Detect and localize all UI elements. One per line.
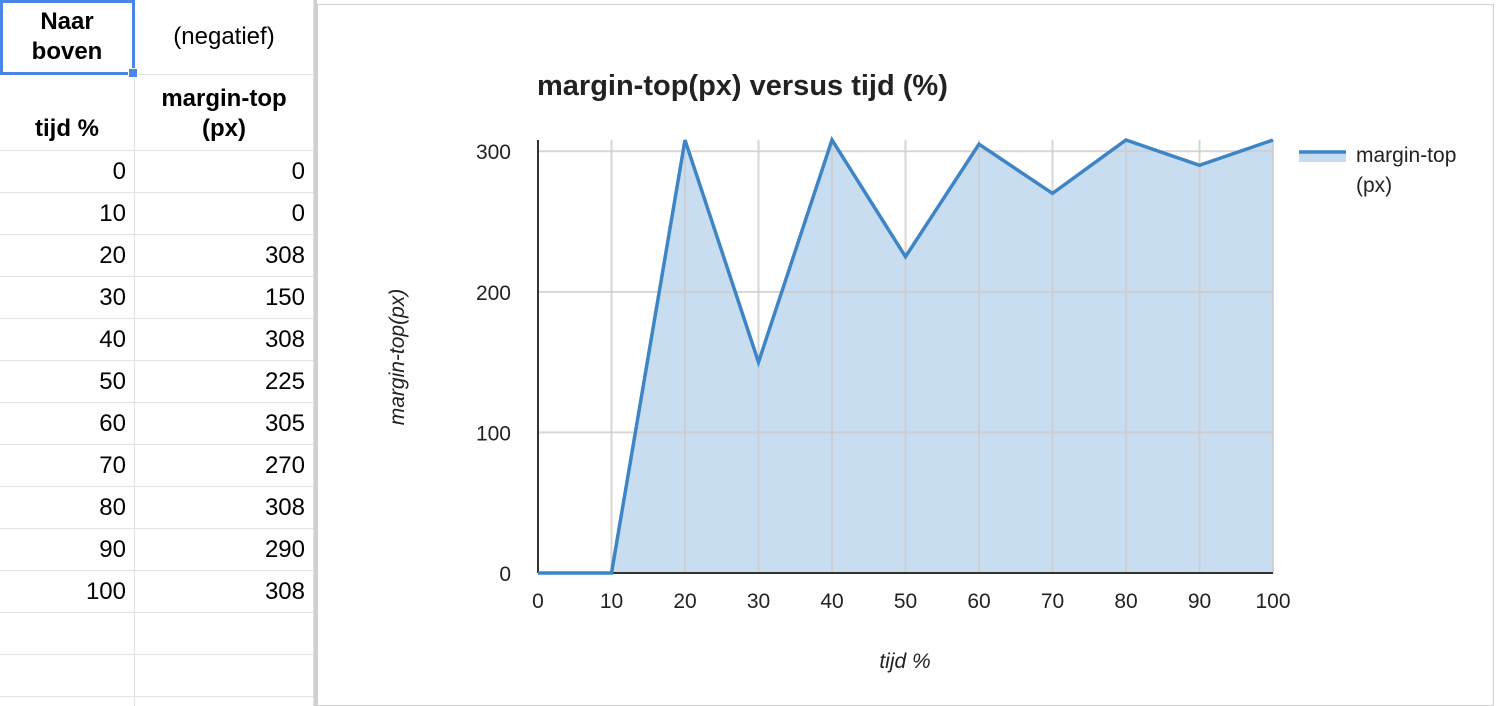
cell-a1[interactable]: Naar boven (0, 0, 135, 75)
x-tick-label: 90 (1188, 590, 1211, 613)
data-point (977, 142, 981, 146)
table-row-tijd-cell[interactable]: 100 (0, 571, 135, 613)
cell-b2-text: margin-top (px) (161, 85, 287, 142)
table-row-tijd-cell[interactable]: 40 (0, 319, 135, 361)
x-tick-label: 40 (820, 590, 843, 613)
cell-b1-text: (negatief) (173, 23, 275, 50)
x-axis-title: tijd % (879, 650, 930, 673)
table-row-margin-cell[interactable]: 305 (135, 403, 314, 445)
table-row-margin-cell[interactable]: 225 (135, 361, 314, 403)
legend-label: margin-top (px) (1356, 144, 1457, 197)
cell-b1[interactable]: (negatief) (135, 0, 314, 75)
data-point (830, 138, 834, 142)
table-row-margin-cell[interactable]: 150 (135, 277, 314, 319)
table-row-tijd-cell[interactable]: 80 (0, 487, 135, 529)
chart-title: margin-top(px) versus tijd (%) (537, 70, 948, 102)
empty-cell[interactable] (0, 613, 135, 655)
table-row-tijd-cell[interactable]: 60 (0, 403, 135, 445)
x-tick-label: 30 (747, 590, 770, 613)
table-row-margin-cell[interactable]: 0 (135, 151, 314, 193)
data-point (1051, 191, 1055, 195)
table-row-margin-cell[interactable]: 308 (135, 235, 314, 277)
data-point (536, 571, 540, 575)
empty-cell[interactable] (0, 697, 135, 706)
table-row-tijd-cell[interactable]: 0 (0, 151, 135, 193)
column-divider (314, 0, 317, 706)
data-point (1198, 163, 1202, 167)
data-point (1271, 138, 1275, 142)
y-axis-title: margin-top(px) (386, 289, 409, 426)
x-tick-label: 70 (1041, 590, 1064, 613)
table-row-tijd-cell[interactable]: 70 (0, 445, 135, 487)
y-tick-label: 300 (476, 141, 511, 164)
table-row-tijd-cell[interactable]: 10 (0, 193, 135, 235)
table-row-tijd-cell[interactable]: 30 (0, 277, 135, 319)
series-line (538, 135, 1274, 575)
data-point (610, 571, 614, 575)
x-tick-label: 20 (673, 590, 696, 613)
cell-b2[interactable]: margin-top (px) (135, 75, 314, 151)
data-point (904, 255, 908, 259)
x-tick-label: 100 (1255, 590, 1290, 613)
spreadsheet-grid: Naar boven (negatief) tijd % margin-top … (0, 0, 314, 706)
empty-cell[interactable] (0, 655, 135, 697)
table-row-tijd-cell[interactable]: 50 (0, 361, 135, 403)
table-row-margin-cell[interactable]: 290 (135, 529, 314, 571)
y-tick-label: 100 (476, 422, 511, 445)
y-tick-label: 200 (476, 282, 511, 305)
x-tick-label: 0 (532, 590, 544, 613)
table-row-margin-cell[interactable]: 308 (135, 571, 314, 613)
data-point (683, 138, 687, 142)
cell-a1-text: Naar boven (31, 8, 103, 65)
table-row-margin-cell[interactable]: 308 (135, 487, 314, 529)
x-tick-label: 80 (1114, 590, 1137, 613)
x-tick-label: 50 (894, 590, 917, 613)
table-row-margin-cell[interactable]: 0 (135, 193, 314, 235)
data-point (1124, 138, 1128, 142)
table-row-tijd-cell[interactable]: 90 (0, 529, 135, 571)
y-tick-label: 0 (499, 563, 511, 586)
data-point (757, 360, 761, 364)
empty-cell[interactable] (135, 655, 314, 697)
table-row-margin-cell[interactable]: 308 (135, 319, 314, 361)
legend-swatch-fill (1299, 152, 1346, 162)
table-row-tijd-cell[interactable]: 20 (0, 235, 135, 277)
empty-cell[interactable] (135, 613, 314, 655)
x-tick-label: 10 (600, 590, 623, 613)
x-tick-label: 60 (967, 590, 990, 613)
selection-fill-handle[interactable] (128, 68, 138, 78)
empty-cell[interactable] (135, 697, 314, 706)
table-row-margin-cell[interactable]: 270 (135, 445, 314, 487)
cell-a2[interactable]: tijd % (0, 75, 135, 151)
cell-a2-text: tijd % (35, 115, 99, 142)
